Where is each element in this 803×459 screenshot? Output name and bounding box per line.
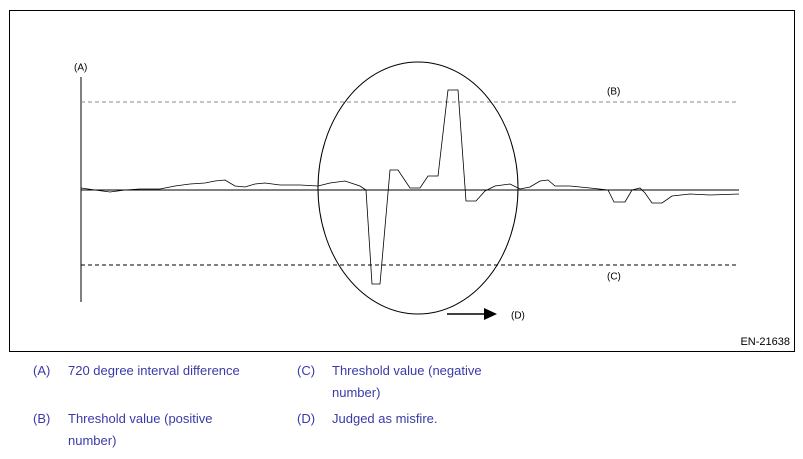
arrow-head — [484, 308, 497, 320]
legend-key: (A) — [33, 363, 51, 378]
legend-key: (B) — [33, 411, 51, 426]
legend-key: (C) — [297, 363, 316, 378]
legend-text: Threshold value (positive number) — [68, 411, 213, 448]
waveform — [80, 89, 740, 285]
label-d: (D) — [511, 311, 525, 322]
misfire-ellipse — [317, 61, 519, 315]
label-a: (A) — [74, 63, 87, 74]
frame — [9, 10, 795, 352]
legend-text: 720 degree interval difference — [68, 363, 240, 378]
figure-id: EN-21638 — [740, 336, 790, 348]
legend-text: Judged as misfire. — [332, 411, 438, 426]
legend-text: Threshold value (negative number) — [332, 363, 482, 400]
diagram: (A) (B) (C) (D) EN-21638 — [9, 10, 795, 352]
legend-key: (D) — [297, 411, 316, 426]
label-b: (B) — [607, 87, 620, 98]
label-c: (C) — [607, 272, 621, 283]
